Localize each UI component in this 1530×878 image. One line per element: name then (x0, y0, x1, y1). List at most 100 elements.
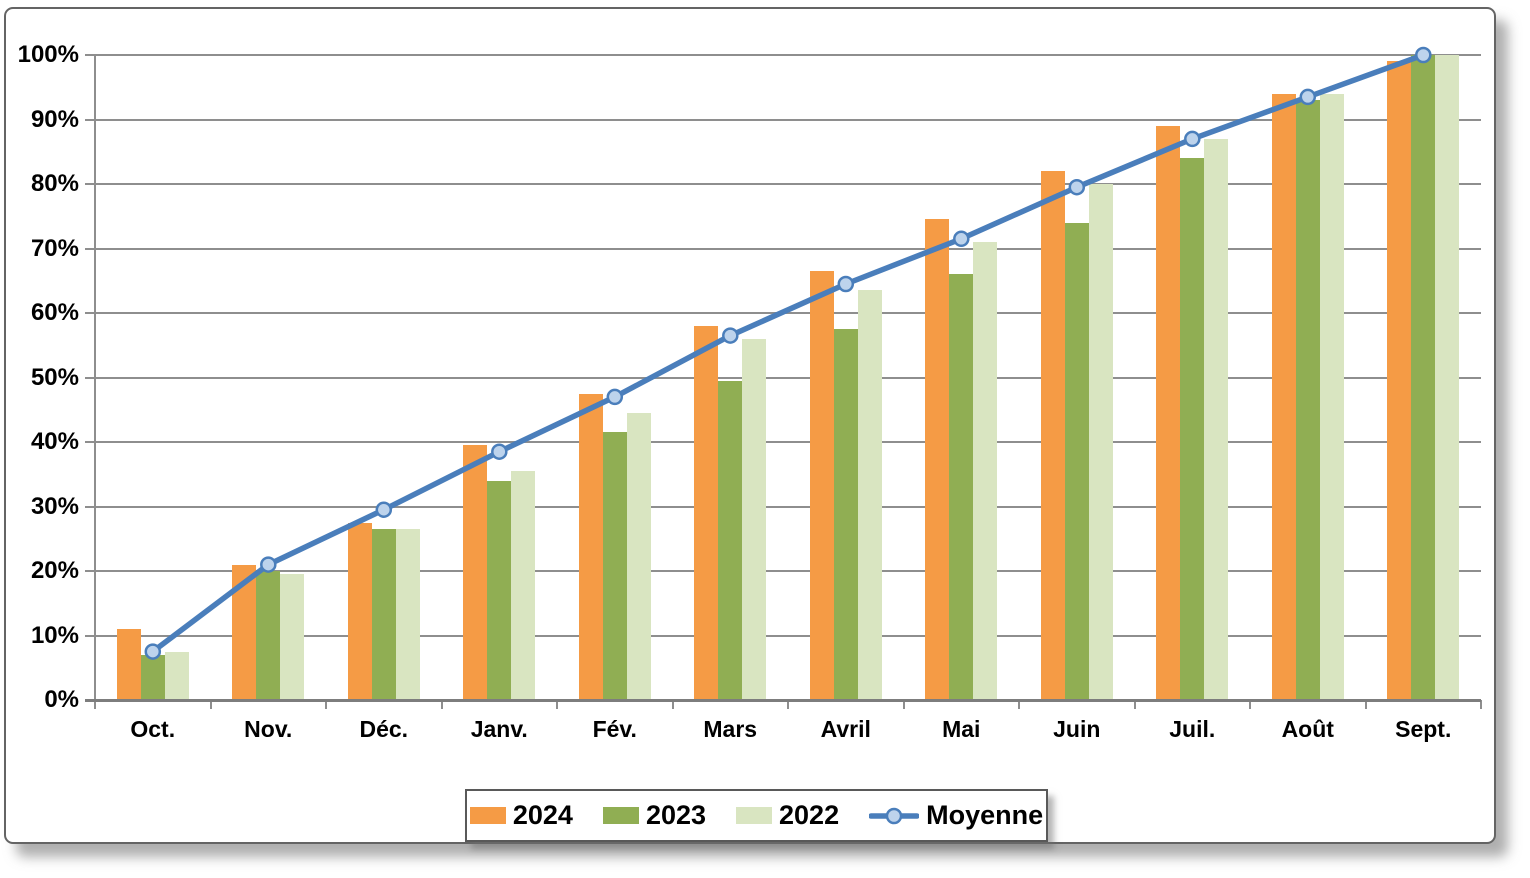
legend-label-2022: 2022 (779, 800, 840, 830)
x-axis-tick (1364, 700, 1367, 709)
bar-2023-Mai[interactable] (949, 274, 974, 700)
bar-2023-Sept[interactable] (1411, 55, 1436, 700)
x-axis-tick (94, 700, 96, 709)
x-axis-label: Janv. (470, 716, 528, 742)
x-axis-tick (556, 700, 558, 709)
x-axis-label: Juil. (1169, 716, 1216, 742)
moyenne-marker (1184, 130, 1201, 148)
y-axis-label: 40% (30, 428, 79, 455)
x-axis-label: Oct. (130, 716, 176, 742)
bar-2022-Août[interactable] (1319, 93, 1344, 700)
moyenne-marker (1299, 88, 1317, 106)
chart-panel: 100% 90% 80% 70% 60% 50% 40% 30% 20% 10% 0% Oct. No… (4, 7, 1496, 844)
x-axis-tick (1018, 700, 1020, 709)
y-axis-line (94, 55, 96, 700)
bar-2024-Juil[interactable] (1156, 125, 1181, 700)
bar-2022-Déc[interactable] (395, 529, 420, 700)
gridline (85, 247, 1481, 250)
gridline (85, 634, 1481, 637)
moyenne-marker (837, 275, 855, 293)
bar-2024-Fév[interactable] (578, 393, 603, 700)
bar-2024-Sept[interactable] (1387, 61, 1412, 700)
moyenne-line-series[interactable] (95, 46, 1481, 700)
x-axis-tick (902, 700, 905, 709)
moyenne-marker (606, 388, 624, 406)
bar-2023-Nov[interactable] (256, 571, 281, 700)
bar-2024-Juin[interactable] (1040, 171, 1065, 700)
gridline (85, 54, 1481, 56)
moyenne-marker (260, 556, 277, 573)
moyenne-marker (722, 327, 739, 344)
bar-2022-Mai[interactable] (973, 242, 998, 700)
x-axis-label: Mai (942, 716, 981, 742)
legend-item-moyenne[interactable]: Moyenne (869, 800, 1043, 831)
bar-2023-Avril[interactable] (833, 329, 858, 700)
bar-2022-Janv[interactable] (511, 471, 536, 700)
x-axis-tick (440, 700, 443, 709)
x-axis-label: Déc. (359, 716, 409, 742)
bar-2022-Oct[interactable] (164, 651, 189, 700)
legend-label-moyenne: Moyenne (926, 800, 1044, 830)
x-axis-label: Sept. (1395, 716, 1452, 742)
legend-swatch-2024 (469, 807, 506, 824)
legend-item-2022[interactable]: 2022 (736, 800, 839, 831)
bar-2024-Mars[interactable] (694, 325, 719, 700)
bar-2023-Août[interactable] (1295, 100, 1320, 700)
y-axis-label: 70% (30, 234, 79, 262)
bar-2023-Janv[interactable] (487, 480, 512, 700)
x-axis-label: Fév. (592, 716, 637, 742)
bar-2022-Mars[interactable] (742, 338, 767, 700)
bar-2022-Fév[interactable] (626, 412, 651, 700)
legend-swatch-2023 (602, 807, 639, 824)
bar-2022-Sept[interactable] (1435, 55, 1460, 700)
bar-2023-Juil[interactable] (1180, 158, 1205, 700)
bar-2023-Déc[interactable] (371, 529, 396, 700)
y-axis-label: 20% (30, 557, 79, 584)
moyenne-marker (491, 443, 508, 460)
y-axis-label: 50% (30, 363, 79, 391)
x-axis-label: Juin (1053, 716, 1101, 742)
bar-2024-Août[interactable] (1271, 93, 1296, 700)
legend[interactable]: 2024 2023 2022 Moyenne (465, 789, 1048, 842)
bar-2023-Oct[interactable] (140, 654, 165, 700)
y-axis-label: 100% (17, 41, 79, 68)
x-axis-tick (671, 700, 674, 709)
x-axis-label: Août (1281, 716, 1334, 742)
x-axis-tick (1480, 700, 1482, 709)
bar-2022-Juil[interactable] (1204, 138, 1229, 700)
bar-2022-Avril[interactable] (857, 290, 882, 700)
legend-item-2023[interactable]: 2023 (602, 800, 707, 831)
gridline (85, 118, 1481, 121)
bar-2023-Juin[interactable] (1064, 222, 1089, 700)
gridline (85, 441, 1481, 443)
bar-2024-Oct[interactable] (116, 629, 141, 700)
gridline (85, 505, 1481, 508)
x-axis-tick (1249, 700, 1251, 709)
x-axis-label: Avril (820, 716, 871, 742)
bar-2023-Fév[interactable] (602, 432, 627, 700)
legend-label-2023: 2023 (645, 800, 707, 830)
x-axis-line (85, 699, 1481, 702)
bar-2024-Janv[interactable] (463, 445, 488, 700)
bar-2022-Juin[interactable] (1088, 184, 1113, 700)
bar-2024-Déc[interactable] (347, 522, 372, 700)
bar-2024-Mai[interactable] (925, 219, 950, 700)
moyenne-marker (953, 230, 970, 248)
bar-2023-Mars[interactable] (718, 380, 743, 700)
legend-swatch-2022 (736, 807, 773, 824)
y-axis-label: 90% (30, 105, 79, 133)
legend-label-2024: 2024 (512, 800, 573, 830)
y-axis-label: 10% (30, 621, 79, 649)
y-axis-label: 60% (30, 299, 79, 326)
legend-item-2024[interactable]: 2024 (469, 800, 573, 831)
bar-2024-Avril[interactable] (809, 271, 834, 700)
moyenne-line[interactable] (150, 52, 1427, 655)
bar-2022-Nov[interactable] (280, 574, 305, 700)
moyenne-marker (1068, 178, 1086, 196)
gridline (85, 183, 1481, 185)
moyenne-marker (144, 643, 162, 660)
moyenne-marker (1415, 46, 1432, 64)
gridline (85, 570, 1481, 572)
x-axis-label: Nov. (244, 716, 293, 742)
x-axis-tick (1133, 700, 1136, 709)
